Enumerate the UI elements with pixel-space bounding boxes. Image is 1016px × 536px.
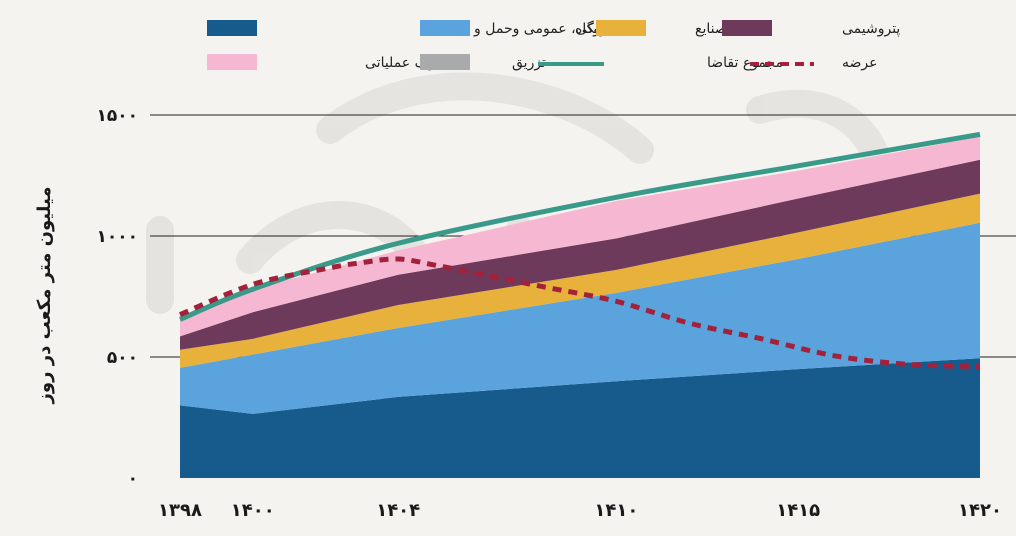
y-tick-label: ۱۵۰۰ [96, 106, 138, 126]
x-tick-label: ۱۴۰۴ [376, 500, 420, 521]
area-series [180, 193, 980, 368]
y-tick-label: ۰ [128, 469, 138, 489]
legend-swatch [722, 20, 772, 36]
series-lines [179, 131, 981, 370]
legend-swatch [207, 54, 257, 70]
area-series [180, 136, 980, 337]
legend-label: صنایع [695, 21, 727, 37]
y-tick-label: ۱۰۰۰ [96, 227, 138, 247]
legend-swatch [420, 20, 470, 36]
x-tick-labels: ۱۳۹۸ ۱۴۰۰ ۱۴۰۴ ۱۴۱۰ ۱۴۱۵ ۱۴۲۰ [158, 500, 1002, 521]
total-demand-line [179, 131, 981, 322]
stacked-areas [180, 136, 980, 478]
legend-item: عرضه [750, 55, 877, 71]
x-tick-label: ۱۴۰۰ [231, 500, 275, 521]
legend-swatch [596, 20, 646, 36]
x-tick-label: ۱۴۱۵ [776, 500, 820, 521]
legend-label: عرضه [842, 55, 877, 71]
x-tick-label: ۱۴۲۰ [958, 500, 1002, 521]
area-series [180, 358, 980, 478]
area-series [180, 159, 980, 350]
legend-label: تزریق [512, 55, 546, 71]
legend-item: خانگی، عمومی وحمل و نقل [207, 20, 612, 37]
legend-item: پتروشیمی [722, 20, 900, 37]
y-tick-label: ۵۰۰ [107, 348, 138, 368]
legend-item: تزریق [420, 54, 546, 71]
y-tick-labels: ۰ ۵۰۰ ۱۰۰۰ ۱۵۰۰ [96, 106, 138, 489]
x-tick-label: ۱۴۱۰ [594, 500, 638, 521]
legend-item: صنایع [596, 20, 727, 37]
x-tick-label: ۱۳۹۸ [158, 500, 202, 521]
legend-swatch [420, 54, 470, 70]
legend-swatch [207, 20, 257, 36]
legend-item: مجموع تقاضا [538, 55, 783, 71]
legend-label: پتروشیمی [842, 21, 900, 37]
legend-label: مجموع تقاضا [707, 55, 783, 71]
supply-line [179, 256, 981, 370]
area-series [180, 222, 980, 414]
y-axis-label: میلیون متر مکعب در روز [34, 187, 55, 405]
legend-label: خانگی، عمومی وحمل و نقل [448, 20, 612, 37]
